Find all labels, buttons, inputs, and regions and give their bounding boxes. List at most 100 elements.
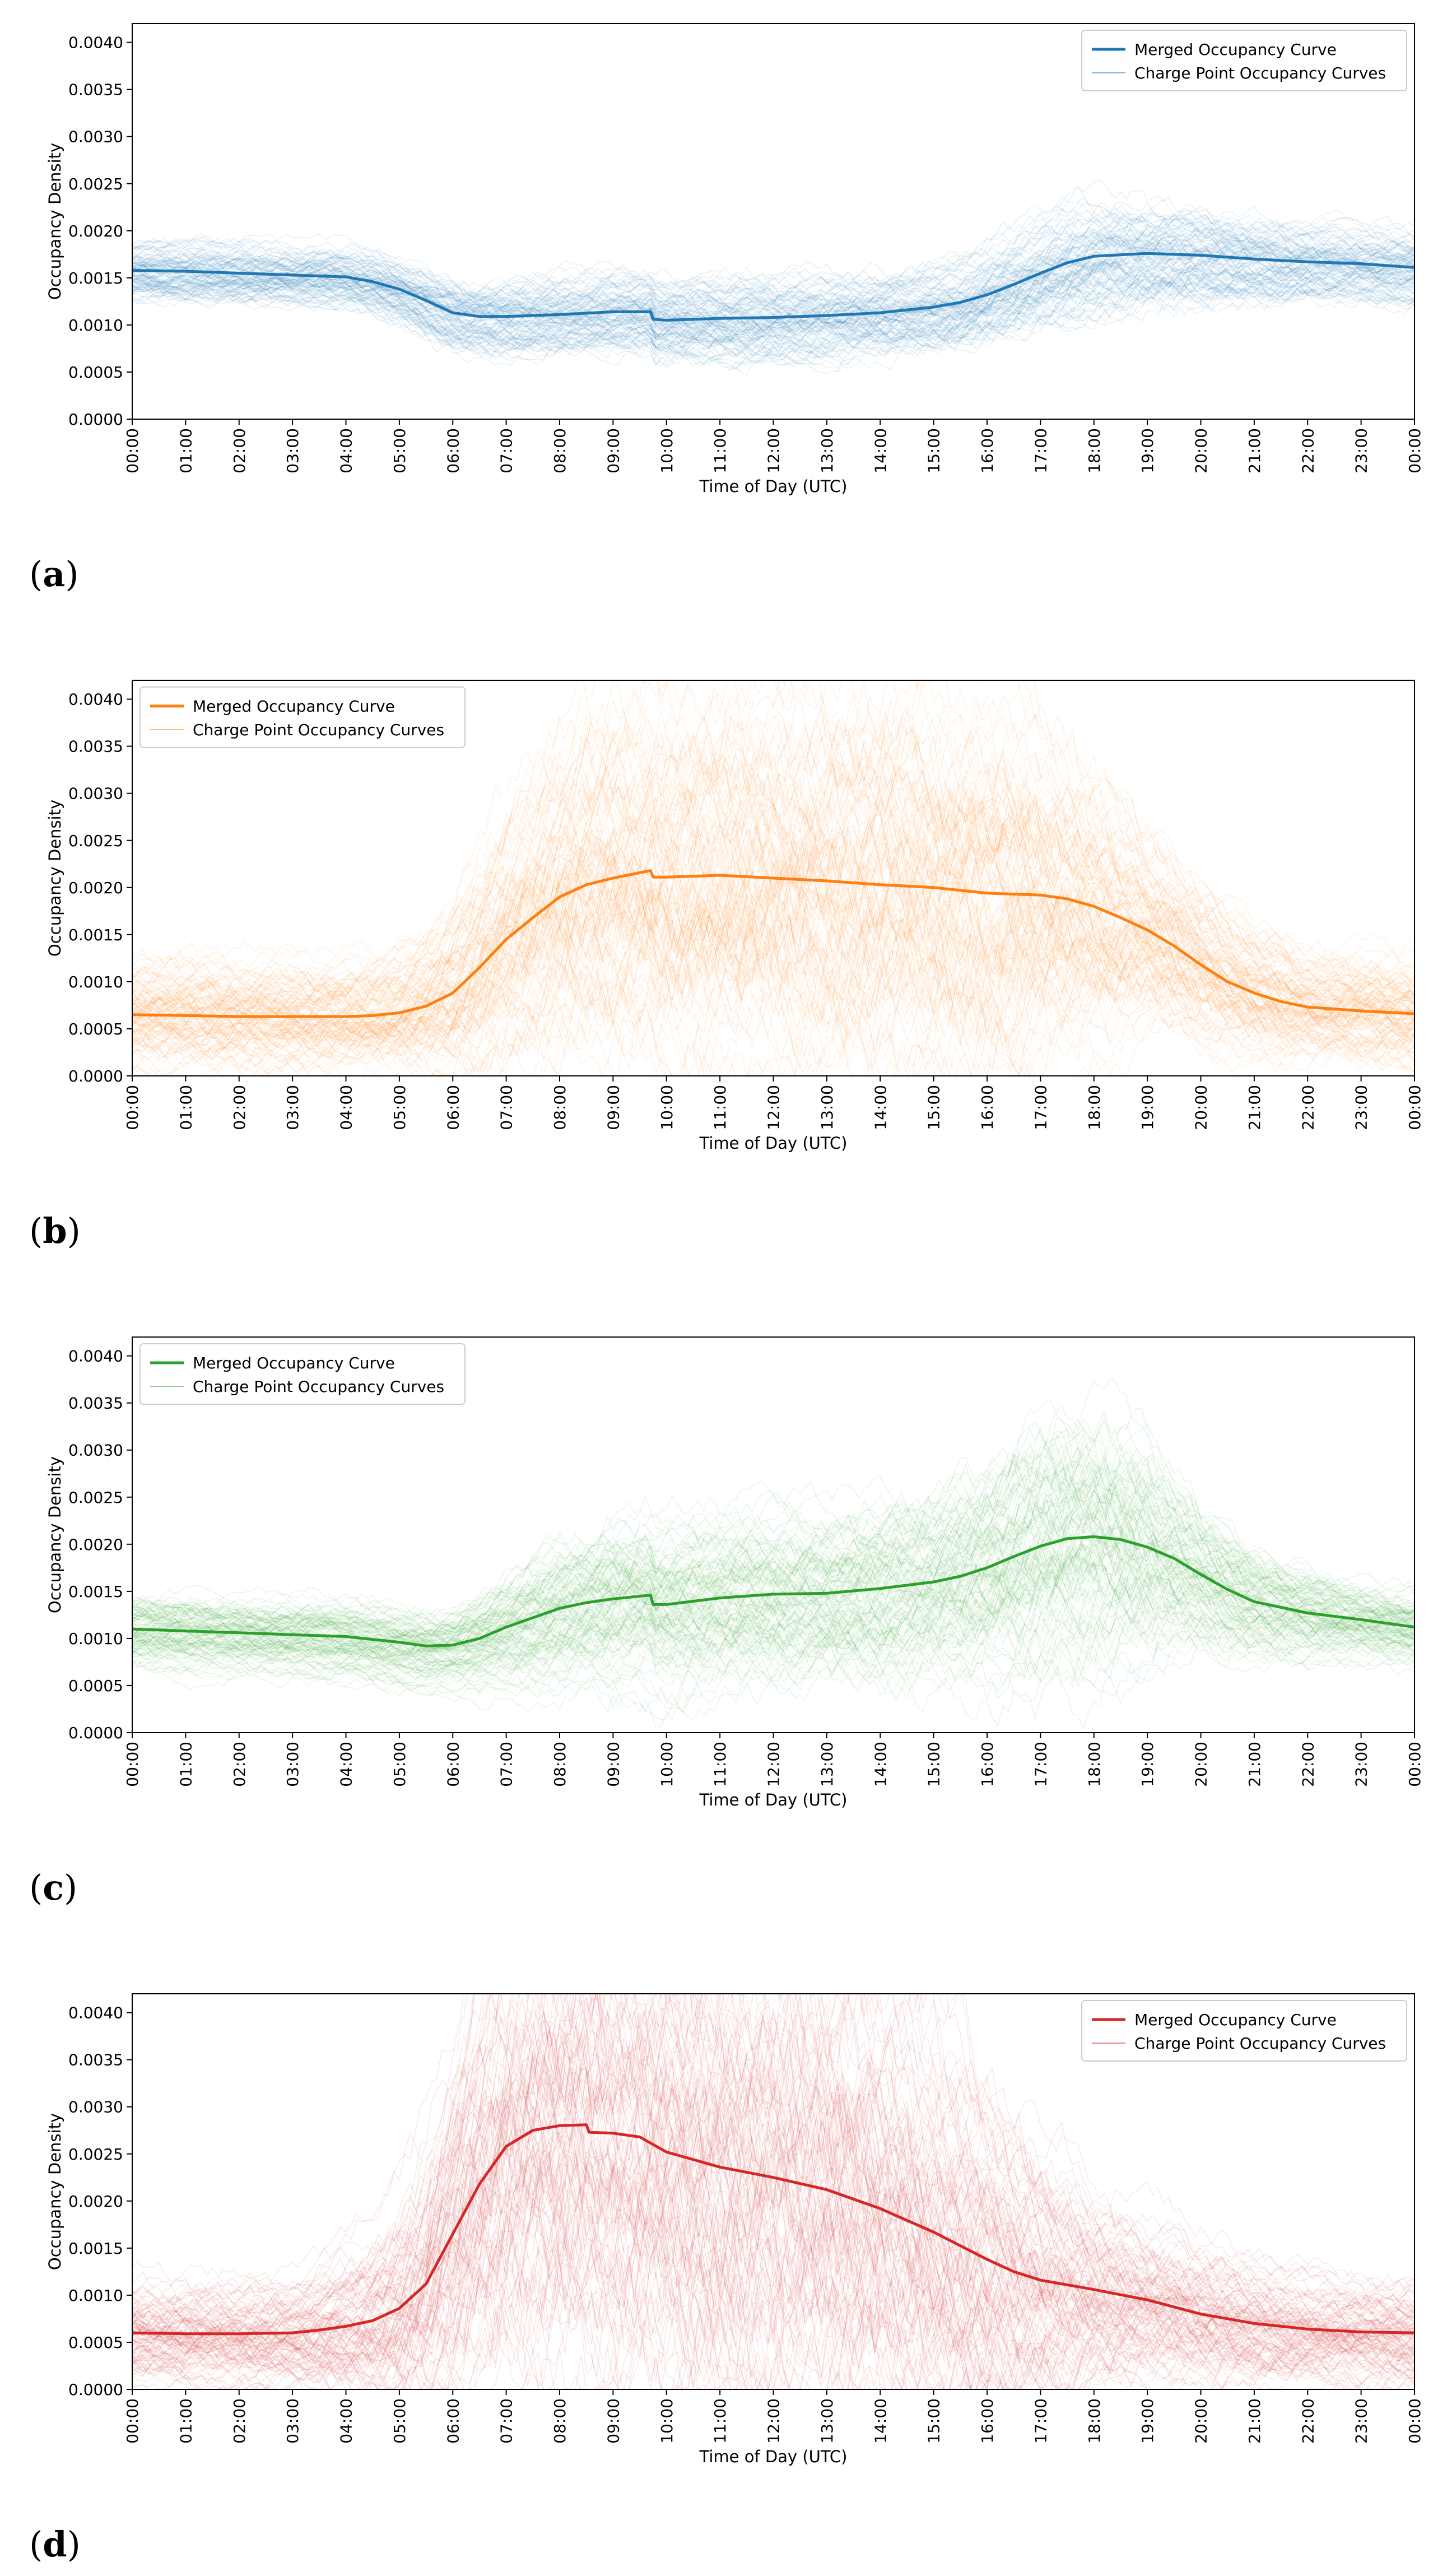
charge-point-curve: [132, 264, 1415, 359]
charge-point-curve: [132, 1557, 1415, 1670]
charge-point-curve: [132, 1994, 1415, 2310]
charge-point-curve: [132, 1417, 1415, 1626]
charge-point-curve: [132, 2016, 1415, 2334]
x-tick-label: 16:00: [978, 1085, 997, 1130]
x-tick-label: 19:00: [1138, 2398, 1157, 2444]
charge-point-curve: [132, 843, 1415, 1056]
charge-point-curve: [132, 260, 1415, 349]
x-tick-label: 15:00: [925, 2398, 943, 2444]
charge-point-curve: [132, 219, 1415, 319]
charge-point-curve: [132, 720, 1415, 1010]
charge-point-curve: [132, 1588, 1415, 1675]
charge-point-curve: [132, 243, 1415, 346]
charge-point-curve: [132, 2045, 1415, 2356]
legend: Merged Occupancy Curve Charge Point Occup…: [139, 1343, 466, 1405]
y-tick-label: 0.0030: [68, 1441, 123, 1460]
chart-panel-d: 0.0000 0.0005 0.0010 0.0015 0.0020 0.0025 0.00…: [29, 1993, 1424, 2565]
y-tick-label: 0.0025: [68, 832, 123, 850]
x-tick-label: 14:00: [871, 2398, 890, 2444]
charge-point-curve: [132, 2015, 1415, 2358]
charge-point-curve: [132, 1428, 1415, 1637]
charge-point-curve: [132, 765, 1415, 1022]
charge-point-curve: [132, 741, 1415, 1029]
charge-point-curve: [132, 203, 1415, 305]
x-tick-label: 15:00: [925, 1085, 943, 1130]
charge-point-curve: [132, 805, 1415, 1036]
charge-point-curve: [132, 805, 1415, 1037]
charge-point-curve: [132, 2248, 1415, 2389]
charge-point-curve: [132, 1567, 1415, 1672]
charge-point-curve: [132, 853, 1415, 1043]
charge-point-curve: [132, 220, 1415, 336]
x-tick-label: 12:00: [765, 2398, 783, 2444]
charge-point-curves: [132, 179, 1415, 375]
charge-point-curve: [132, 231, 1415, 327]
x-tick-label: 11:00: [711, 2398, 729, 2444]
x-tick-label: 21:00: [1245, 2398, 1264, 2444]
x-tick-label: 06:00: [444, 2398, 462, 2444]
charge-point-curve: [132, 223, 1415, 326]
charge-point-curve: [132, 209, 1415, 296]
x-tick-label: 15:00: [925, 428, 943, 474]
charge-point-curve: [132, 742, 1415, 1023]
charge-point-curve: [132, 1538, 1415, 1680]
charge-point-curve: [132, 1994, 1415, 2339]
charge-point-curve: [132, 724, 1415, 1024]
charge-point-curve: [132, 2116, 1415, 2389]
charge-point-curve: [132, 932, 1415, 1076]
charge-point-curve: [132, 971, 1415, 1076]
charge-point-curve: [132, 1994, 1415, 2304]
charge-point-curve: [132, 1622, 1415, 1706]
x-tick-label: 00:00: [123, 2398, 142, 2444]
charge-point-curve: [132, 254, 1415, 350]
charge-point-curve: [132, 2187, 1415, 2389]
charge-point-curve: [132, 748, 1415, 1006]
charge-point-curve: [132, 1482, 1415, 1647]
charge-point-curve: [132, 212, 1415, 317]
charge-point-curve: [132, 2058, 1415, 2358]
x-tick-label: 13:00: [818, 428, 836, 474]
x-tick-label: 04:00: [337, 1742, 356, 1787]
y-tick-label: 0.0025: [68, 2145, 123, 2164]
charge-point-curve: [132, 760, 1415, 1039]
y-tick-label: 0.0015: [68, 1582, 123, 1601]
charge-point-curve: [132, 270, 1415, 354]
legend: Merged Occupancy Curve Charge Point Occup…: [139, 686, 466, 748]
charge-point-curve: [132, 197, 1415, 319]
x-tick-label: 10:00: [658, 1742, 676, 1787]
charge-point-curve: [132, 2259, 1415, 2389]
charge-point-curve: [132, 2152, 1415, 2389]
charge-point-curve: [132, 723, 1415, 1008]
chart-panel-c: 0.0000 0.0005 0.0010 0.0015 0.0020 0.0025 0.00…: [29, 1336, 1424, 1908]
charge-point-curve: [132, 2033, 1415, 2344]
charge-point-curve: [132, 1994, 1415, 2340]
charge-point-curve: [132, 1589, 1415, 1679]
charge-point-curve: [132, 768, 1415, 1028]
charge-point-curve: [132, 888, 1415, 1066]
charge-point-curve: [132, 273, 1415, 361]
charge-point-curve: [132, 2148, 1415, 2389]
charge-point-curve: [132, 1456, 1415, 1636]
charge-point-curve: [132, 1525, 1415, 1675]
x-tick-label: 21:00: [1245, 1085, 1264, 1130]
charge-point-curve: [132, 234, 1415, 342]
charge-point-curve: [132, 1565, 1415, 1678]
charge-point-curve: [132, 2022, 1415, 2346]
charge-point-curve: [132, 276, 1415, 365]
charge-point-curve: [132, 837, 1415, 1036]
charge-point-curve: [132, 257, 1415, 357]
legend-merged-label: Merged Occupancy Curve: [1134, 40, 1337, 59]
charge-point-curve: [132, 2110, 1415, 2389]
x-tick-label: 12:00: [765, 428, 783, 474]
charge-point-curve: [132, 760, 1415, 1022]
x-tick-label: 23:00: [1352, 1085, 1371, 1130]
charge-point-curve: [132, 2000, 1415, 2352]
legend-box: [139, 686, 466, 748]
charge-point-curve: [132, 1437, 1415, 1633]
charge-point-curve: [132, 236, 1415, 326]
charge-point-curve: [132, 836, 1415, 1049]
charge-point-curve: [132, 1451, 1415, 1636]
charge-point-curve: [132, 1994, 1415, 2356]
x-tick-label: 04:00: [337, 428, 356, 474]
x-tick-label: 22:00: [1299, 1085, 1317, 1130]
